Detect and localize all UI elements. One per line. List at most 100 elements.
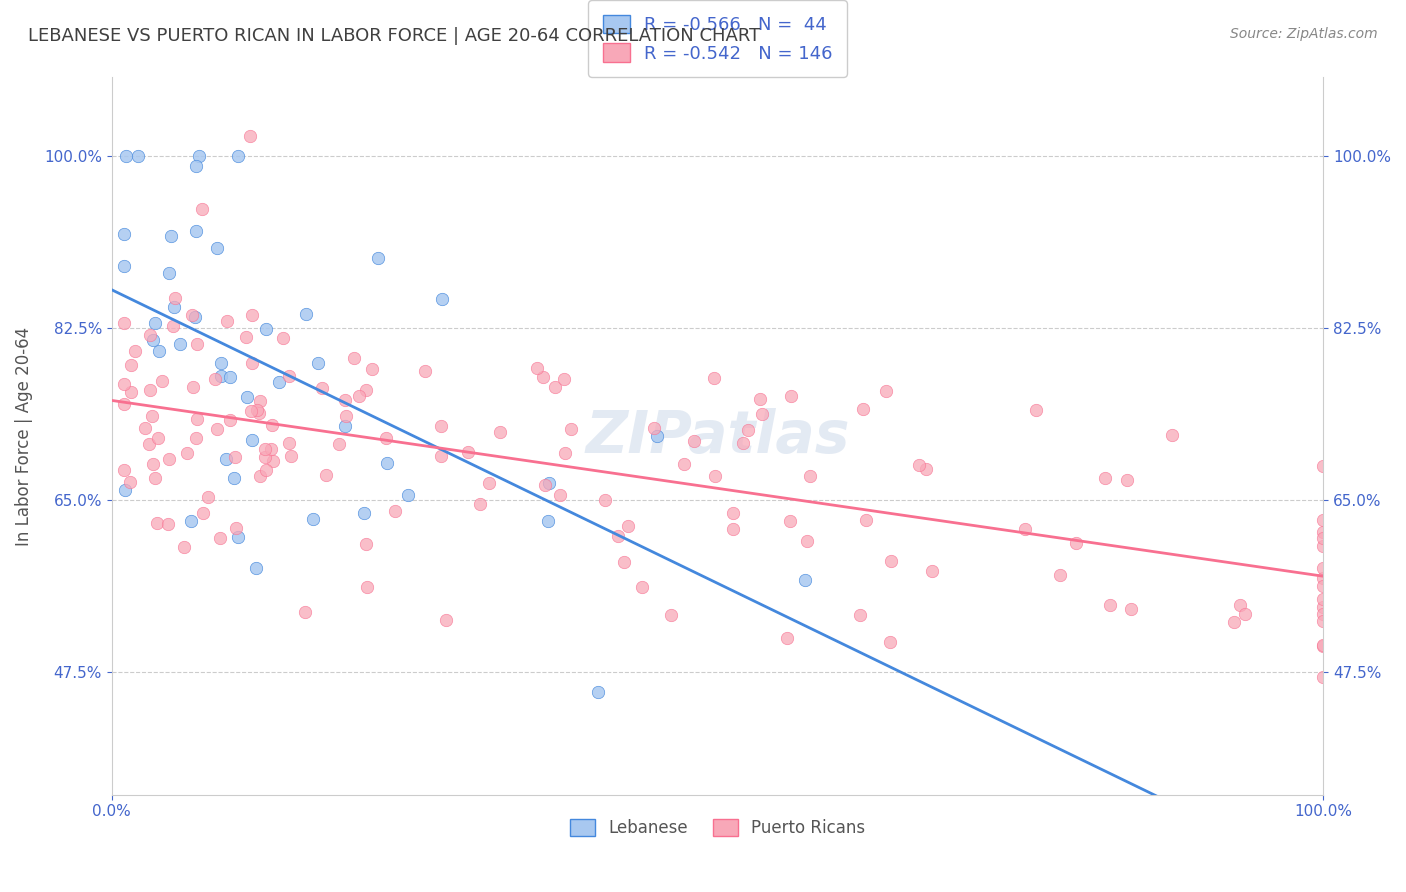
Point (315, 468, 337, 483)
Point (1098, 598, 1121, 612)
Point (183, 310, 205, 324)
Point (335, 409, 357, 423)
Point (875, 384, 897, 398)
Point (703, 371, 725, 385)
Point (553, 372, 575, 386)
Point (384, 504, 406, 518)
Point (247, 407, 270, 421)
Point (776, 632, 799, 646)
Point (307, 356, 329, 370)
Point (148, 431, 170, 445)
Point (704, 468, 727, 483)
Point (333, 393, 356, 408)
Point (277, 368, 299, 383)
Point (375, 456, 398, 470)
Point (246, 403, 269, 417)
Point (143, 471, 166, 485)
Point (176, 446, 198, 460)
Point (1161, 428, 1184, 442)
Point (118, 475, 141, 490)
Point (205, 422, 228, 436)
Point (779, 514, 801, 528)
Point (311, 381, 333, 395)
Point (354, 383, 377, 397)
Point (138, 437, 160, 451)
Point (749, 392, 772, 406)
Point (907, 458, 929, 473)
Point (457, 445, 479, 459)
Point (1025, 402, 1047, 417)
Legend: Lebanese, Puerto Ricans: Lebanese, Puerto Ricans (564, 813, 872, 844)
Point (139, 383, 162, 397)
Point (205, 241, 228, 255)
Point (526, 361, 548, 376)
Point (186, 337, 208, 351)
Point (295, 308, 318, 322)
Point (796, 534, 818, 549)
Point (150, 374, 173, 388)
Point (356, 580, 378, 594)
Point (1115, 473, 1137, 487)
Point (173, 541, 195, 555)
Point (683, 434, 706, 448)
Point (468, 497, 491, 511)
Point (240, 308, 263, 322)
Point (1312, 638, 1334, 652)
Point (142, 457, 165, 471)
Point (1094, 471, 1116, 485)
Point (180, 514, 202, 528)
Point (162, 300, 184, 314)
Point (915, 462, 938, 476)
Point (1312, 539, 1334, 553)
Point (218, 370, 240, 384)
Point (430, 418, 453, 433)
Point (544, 380, 567, 394)
Point (1312, 531, 1334, 545)
Point (209, 356, 232, 370)
Point (537, 475, 560, 490)
Point (240, 356, 263, 370)
Point (1312, 561, 1334, 575)
Point (1014, 522, 1036, 536)
Point (879, 635, 901, 649)
Point (218, 413, 240, 427)
Point (120, 358, 142, 372)
Point (254, 442, 277, 457)
Point (360, 361, 382, 376)
Point (794, 573, 817, 587)
Point (1064, 536, 1087, 550)
Point (1312, 607, 1334, 621)
Point (112, 376, 135, 391)
Point (1049, 568, 1071, 582)
Point (537, 514, 560, 528)
Point (478, 476, 501, 491)
Point (157, 451, 180, 466)
Point (112, 316, 135, 330)
Point (162, 318, 184, 333)
Point (1312, 614, 1334, 628)
Point (586, 685, 609, 699)
Point (430, 449, 453, 463)
Point (120, 384, 142, 399)
Point (643, 421, 665, 435)
Point (921, 565, 943, 579)
Point (215, 452, 238, 467)
Point (239, 404, 262, 418)
Point (159, 228, 181, 243)
Point (548, 488, 571, 502)
Point (142, 333, 165, 347)
Point (779, 389, 801, 403)
Point (721, 506, 744, 520)
Point (224, 450, 246, 464)
Point (880, 554, 903, 568)
Point (188, 149, 211, 163)
Point (343, 351, 366, 365)
Point (186, 159, 208, 173)
Point (616, 519, 638, 533)
Point (240, 434, 263, 448)
Text: ZIPatlas: ZIPatlas (585, 408, 849, 465)
Point (139, 328, 162, 343)
Point (328, 437, 350, 451)
Point (180, 308, 202, 322)
Point (169, 337, 191, 351)
